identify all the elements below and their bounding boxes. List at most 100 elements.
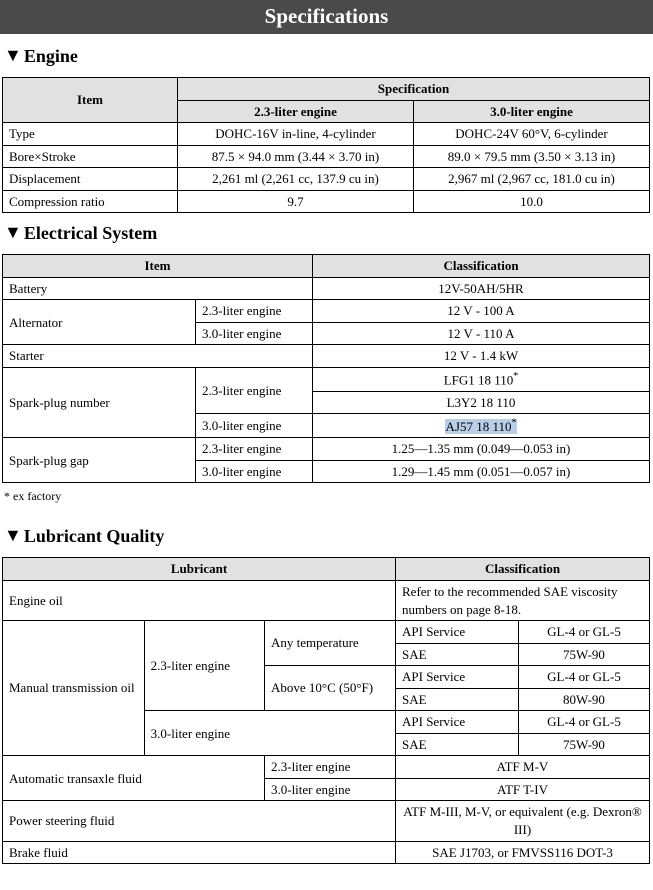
sub-label: 3.0-liter engine [144, 711, 395, 756]
cell-value: ATF T-IV [396, 778, 650, 801]
cell-value: 12V-50AH/5HR [313, 277, 650, 300]
section-heading-electrical: ▼Electrical System [4, 223, 653, 244]
spec-label: SAE [396, 733, 519, 756]
cell-value: 9.7 [177, 190, 413, 213]
row-label: Battery [3, 277, 313, 300]
spec-label: API Service [396, 621, 519, 644]
cell-value: LFG1 18 110* [313, 368, 650, 392]
page-title-bar: Specifications [0, 0, 653, 34]
row-label: Bore×Stroke [3, 145, 178, 168]
table-row: Automatic transaxle fluid 2.3-liter engi… [3, 756, 650, 779]
triangle-icon: ▼ [4, 222, 22, 243]
table-row: Engine oil Refer to the recommended SAE … [3, 580, 650, 620]
engine-item-header: Item [3, 78, 178, 123]
lubricant-lub-header: Lubricant [3, 558, 396, 581]
table-row: Battery 12V-50AH/5HR [3, 277, 650, 300]
sub-label: 3.0-liter engine [196, 414, 313, 438]
sub-label: 2.3-liter engine [196, 300, 313, 323]
row-label: Alternator [3, 300, 196, 345]
footnote-mark: * [4, 489, 10, 503]
section-heading-engine: ▼Engine [4, 46, 653, 67]
electrical-item-header: Item [3, 255, 313, 278]
table-row: Spark-plug gap 2.3-liter engine 1.25—1.3… [3, 438, 650, 461]
page-title: Specifications [265, 4, 389, 28]
table-row: Brake fluid SAE J1703, or FMVSS116 DOT-3 [3, 841, 650, 864]
temp-label: Any temperature [264, 621, 395, 666]
cell-value: 2,967 ml (2,967 cc, 181.0 cu in) [413, 168, 649, 191]
cell-value: 2,261 ml (2,261 cc, 137.9 cu in) [177, 168, 413, 191]
sub-label: 2.3-liter engine [264, 756, 395, 779]
sub-label: 3.0-liter engine [264, 778, 395, 801]
sub-label: 2.3-liter engine [196, 368, 313, 414]
electrical-table: Item Classification Battery 12V-50AH/5HR… [2, 254, 650, 483]
row-label: Compression ratio [3, 190, 178, 213]
footnote-text: ex factory [13, 489, 61, 503]
row-label: Automatic transaxle fluid [3, 756, 265, 801]
engine-table: Item Specification 2.3-liter engine 3.0-… [2, 77, 650, 213]
row-label: Spark-plug gap [3, 438, 196, 483]
row-label: Starter [3, 345, 313, 368]
row-label: Type [3, 123, 178, 146]
engine-col-23: 2.3-liter engine [177, 100, 413, 123]
lubricant-table: Lubricant Classification Engine oil Refe… [2, 557, 650, 864]
section-heading-lubricant: ▼Lubricant Quality [4, 526, 653, 547]
cell-value: DOHC-24V 60°V, 6-cylinder [413, 123, 649, 146]
table-row: Spark-plug number 2.3-liter engine LFG1 … [3, 368, 650, 392]
temp-label: Above 10°C (50°F) [264, 666, 395, 711]
electrical-class-header: Classification [313, 255, 650, 278]
row-label: Engine oil [3, 580, 396, 620]
cell-value: DOHC-16V in-line, 4-cylinder [177, 123, 413, 146]
lubricant-heading-text: Lubricant Quality [24, 526, 165, 546]
spark-v23a: LFG1 18 110 [444, 372, 514, 387]
spec-label: API Service [396, 711, 519, 734]
engine-heading-text: Engine [24, 46, 78, 66]
sub-label: 2.3-liter engine [196, 438, 313, 461]
engine-col-30: 3.0-liter engine [413, 100, 649, 123]
spark-v30: AJ57 18 110 [446, 419, 512, 434]
table-row: Manual transmission oil 2.3-liter engine… [3, 621, 650, 644]
row-label: Brake fluid [3, 841, 396, 864]
sub-label: 3.0-liter engine [196, 460, 313, 483]
cell-value: 89.0 × 79.5 mm (3.50 × 3.13 in) [413, 145, 649, 168]
table-row: Bore×Stroke 87.5 × 94.0 mm (3.44 × 3.70 … [3, 145, 650, 168]
cell-value: 75W-90 [519, 643, 650, 666]
footnote-mark: * [513, 371, 518, 382]
cell-value: 12 V - 110 A [313, 322, 650, 345]
cell-value: 12 V - 1.4 kW [313, 345, 650, 368]
triangle-icon: ▼ [4, 525, 22, 546]
row-label: Manual transmission oil [3, 621, 145, 756]
cell-value: 87.5 × 94.0 mm (3.44 × 3.70 in) [177, 145, 413, 168]
table-row: Alternator 2.3-liter engine 12 V - 100 A [3, 300, 650, 323]
table-row: Power steering fluid ATF M-III, M-V, or … [3, 801, 650, 841]
cell-value: 10.0 [413, 190, 649, 213]
cell-value: SAE J1703, or FMVSS116 DOT-3 [396, 841, 650, 864]
table-row: Type DOHC-16V in-line, 4-cylinder DOHC-2… [3, 123, 650, 146]
cell-value: GL-4 or GL-5 [519, 621, 650, 644]
row-label: Spark-plug number [3, 368, 196, 438]
cell-value: ATF M-III, M-V, or equivalent (e.g. Dexr… [396, 801, 650, 841]
spec-label: SAE [396, 643, 519, 666]
electrical-heading-text: Electrical System [24, 223, 157, 243]
cell-value: ATF M-V [396, 756, 650, 779]
triangle-icon: ▼ [4, 45, 22, 66]
row-label: Power steering fluid [3, 801, 396, 841]
electrical-footnote: * ex factory [4, 489, 653, 504]
spec-label: SAE [396, 688, 519, 711]
spec-label: API Service [396, 666, 519, 689]
lubricant-class-header: Classification [396, 558, 650, 581]
cell-value: GL-4 or GL-5 [519, 666, 650, 689]
highlighted-value: AJ57 18 110* [445, 419, 518, 434]
cell-value: 1.29—1.45 mm (0.051—0.057 in) [313, 460, 650, 483]
row-label: Displacement [3, 168, 178, 191]
cell-value: Refer to the recommended SAE viscosity n… [396, 580, 650, 620]
cell-value: GL-4 or GL-5 [519, 711, 650, 734]
table-row: Displacement 2,261 ml (2,261 cc, 137.9 c… [3, 168, 650, 191]
table-row: Compression ratio 9.7 10.0 [3, 190, 650, 213]
engine-spec-header: Specification [177, 78, 649, 101]
cell-value: 80W-90 [519, 688, 650, 711]
cell-value: 12 V - 100 A [313, 300, 650, 323]
cell-value: L3Y2 18 110 [313, 391, 650, 414]
cell-value: 75W-90 [519, 733, 650, 756]
sub-label: 2.3-liter engine [144, 621, 264, 711]
footnote-mark: * [511, 417, 516, 428]
